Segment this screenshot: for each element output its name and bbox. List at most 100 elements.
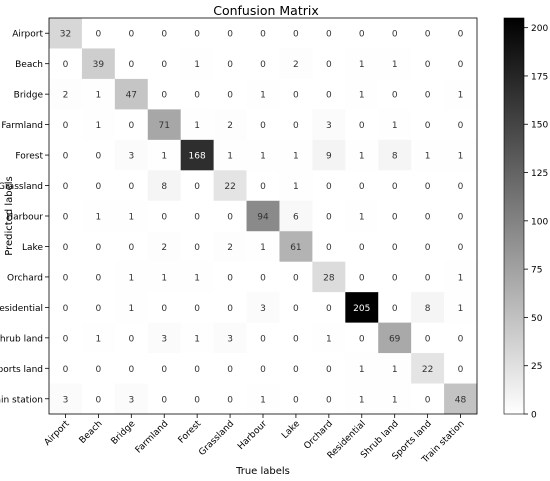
cell-value-label: 1 — [161, 273, 167, 283]
cell-value-label: 0 — [63, 304, 69, 314]
cell-value-label: 0 — [326, 304, 332, 314]
heatmap-cell — [114, 139, 149, 171]
x-tick-label: Lake — [280, 419, 302, 441]
chart-title: Confusion Matrix — [213, 3, 319, 18]
heatmap-cell — [345, 231, 379, 263]
cell-value-label: 1 — [359, 91, 365, 101]
heatmap-cell — [345, 200, 379, 232]
heatmap-cell — [49, 353, 83, 384]
heatmap-cell — [246, 139, 280, 171]
y-tick-label: Shrub land — [0, 334, 43, 344]
cell-value-label: 1 — [425, 152, 431, 162]
heatmap-cell — [114, 383, 149, 415]
cell-value-label: 0 — [194, 395, 200, 405]
heatmap-cell — [411, 139, 445, 171]
cell-value-label: 0 — [260, 121, 266, 131]
cell-value-label: 1 — [359, 213, 365, 223]
cell-value-label: 0 — [96, 30, 102, 40]
heatmap-cell — [246, 353, 280, 384]
heatmap-cell — [49, 383, 83, 415]
cell-value-label: 1 — [161, 152, 167, 162]
heatmap-cell — [147, 353, 182, 384]
heatmap-cell — [312, 200, 346, 232]
heatmap-cell — [345, 139, 379, 171]
y-tick-label: Lake — [22, 243, 43, 253]
cell-value-label: 0 — [458, 365, 464, 375]
cell-value-label: 0 — [326, 60, 332, 70]
cell-value-label: 0 — [458, 30, 464, 40]
heatmap-cell — [147, 18, 182, 49]
cell-value-label: 0 — [425, 60, 431, 70]
x-tick-label: Beach — [78, 419, 105, 446]
heatmap-cell — [444, 261, 478, 293]
cell-value-label: 0 — [293, 121, 299, 131]
colorbar-tick-label: 100 — [531, 217, 548, 227]
cell-value-label: 0 — [161, 30, 167, 40]
heatmap-cell — [279, 292, 313, 324]
heatmap-cell — [378, 292, 412, 324]
cell-value-label: 1 — [260, 243, 266, 253]
heatmap-cell — [411, 353, 445, 384]
heatmap-cell — [213, 292, 247, 324]
cell-value-label: 0 — [96, 304, 102, 314]
heatmap-cell — [81, 292, 116, 324]
heatmap-cell — [114, 292, 149, 324]
heatmap-cell — [378, 261, 412, 293]
heatmap-cells: 32 0 0 0 0 0 0 0 0 0 0 0 00 39 0 0 1 0 0 2 0 1 1 0 02 1 47 0 0 0 1 0 0 1 0… — [49, 18, 478, 415]
heatmap-cell — [345, 18, 379, 49]
y-tick-label: Farmland — [1, 121, 43, 131]
cell-value-label: 0 — [326, 395, 332, 405]
cell-value-label: 0 — [96, 243, 102, 253]
cell-value-label: 0 — [260, 30, 266, 40]
cell-value-label: 0 — [425, 334, 431, 344]
heatmap-cell — [279, 322, 313, 354]
heatmap-cell — [114, 109, 149, 141]
heatmap-cell — [312, 353, 346, 384]
cell-value-label: 69 — [389, 334, 401, 344]
x-axis-label: True labels — [235, 466, 290, 477]
cell-value-label: 2 — [227, 121, 233, 131]
heatmap-cell — [378, 383, 412, 415]
heatmap-cell — [444, 322, 478, 354]
heatmap-cell — [444, 292, 478, 324]
cell-value-label: 0 — [194, 243, 200, 253]
heatmap-cell — [246, 231, 280, 263]
cell-value-label: 22 — [224, 182, 235, 192]
heatmap-cell — [378, 231, 412, 263]
cell-value-label: 0 — [425, 243, 431, 253]
cell-value-label: 2 — [63, 91, 69, 101]
heatmap-cell — [180, 200, 215, 232]
cell-value-label: 0 — [392, 273, 398, 283]
heatmap-cell — [147, 383, 182, 415]
cell-value-label: 0 — [425, 213, 431, 223]
cell-value-label: 94 — [257, 213, 269, 223]
cell-value-label: 0 — [128, 182, 134, 192]
y-tick-label: Grassland — [0, 182, 43, 192]
cell-value-label: 0 — [161, 60, 167, 70]
heatmap-cell — [180, 353, 215, 384]
heatmap-cell — [180, 383, 215, 415]
heatmap-cell — [411, 109, 445, 141]
heatmap-cell — [378, 170, 412, 202]
heatmap-cell — [81, 48, 116, 80]
heatmap-cell — [81, 322, 116, 354]
heatmap-cell — [114, 322, 149, 354]
heatmap-cell — [213, 383, 247, 415]
x-tick-label: Harbour — [236, 419, 269, 452]
cell-value-label: 6 — [293, 213, 299, 223]
heatmap-cell — [81, 18, 116, 49]
colorbar-tick-label: 125 — [531, 169, 548, 179]
cell-value-label: 1 — [392, 60, 398, 70]
heatmap-cell — [312, 231, 346, 263]
cell-value-label: 0 — [359, 121, 365, 131]
heatmap-cell — [444, 139, 478, 171]
cell-value-label: 22 — [422, 365, 433, 375]
heatmap-cell — [345, 170, 379, 202]
heatmap-cell — [279, 353, 313, 384]
cell-value-label: 0 — [227, 365, 233, 375]
heatmap-cell — [147, 200, 182, 232]
cell-value-label: 0 — [63, 334, 69, 344]
cell-value-label: 1 — [227, 152, 233, 162]
heatmap-cell — [279, 231, 313, 263]
heatmap-cell — [246, 200, 280, 232]
